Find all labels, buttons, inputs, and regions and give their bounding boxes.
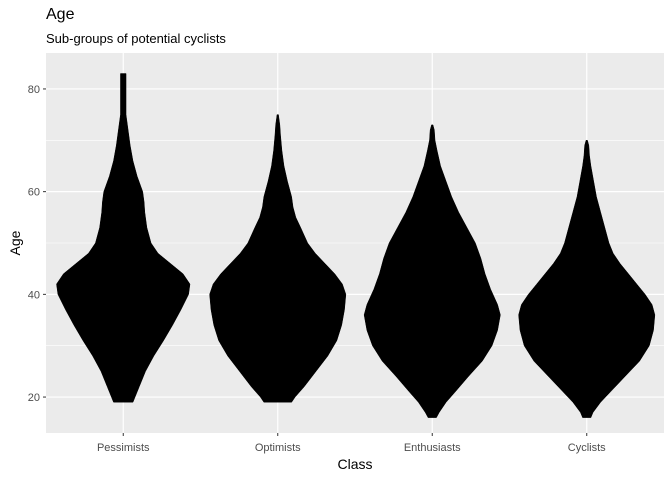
y-tick-label: 20 [28,392,40,404]
x-axis-title: Class [337,456,372,472]
y-tick-label: 80 [28,84,40,96]
x-axis: Pessimists Optimists Enthusiasts Cyclists [97,433,606,454]
violins [56,73,656,418]
violin-optimists [209,114,347,403]
violin-pessimists [56,73,191,403]
y-tick-label: 40 [28,289,40,301]
x-tick-label: Optimists [255,442,301,454]
chart-title: Age [46,6,75,23]
y-axis: 20 40 60 80 [28,84,46,404]
violin-enthusiasts [363,124,501,418]
x-tick-label: Enthusiasts [404,442,461,454]
chart-subtitle: Sub-groups of potential cyclists [46,31,226,46]
x-tick-label: Pessimists [97,442,150,454]
y-tick-label: 60 [28,187,40,199]
y-axis-title: Age [7,230,23,255]
violin-cyclists [518,140,656,418]
x-tick-label: Cyclists [568,442,606,454]
